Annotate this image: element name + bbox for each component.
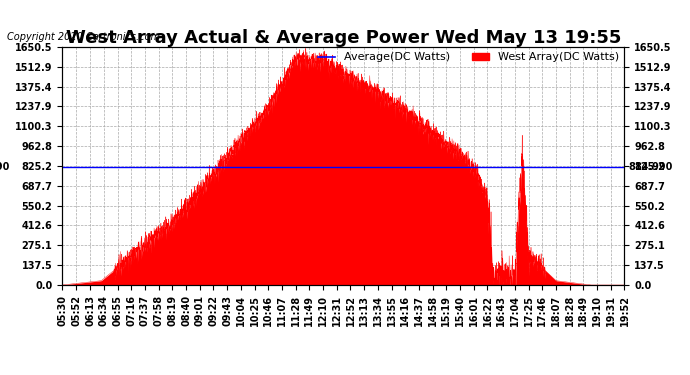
Title: West Array Actual & Average Power Wed May 13 19:55: West Array Actual & Average Power Wed Ma… [66,29,621,47]
Text: 814.990: 814.990 [629,162,673,172]
Text: 814.990: 814.990 [0,162,10,172]
Text: Copyright 2020 Cartronics.com: Copyright 2020 Cartronics.com [7,32,160,42]
Legend: Average(DC Watts), West Array(DC Watts): Average(DC Watts), West Array(DC Watts) [314,48,623,67]
